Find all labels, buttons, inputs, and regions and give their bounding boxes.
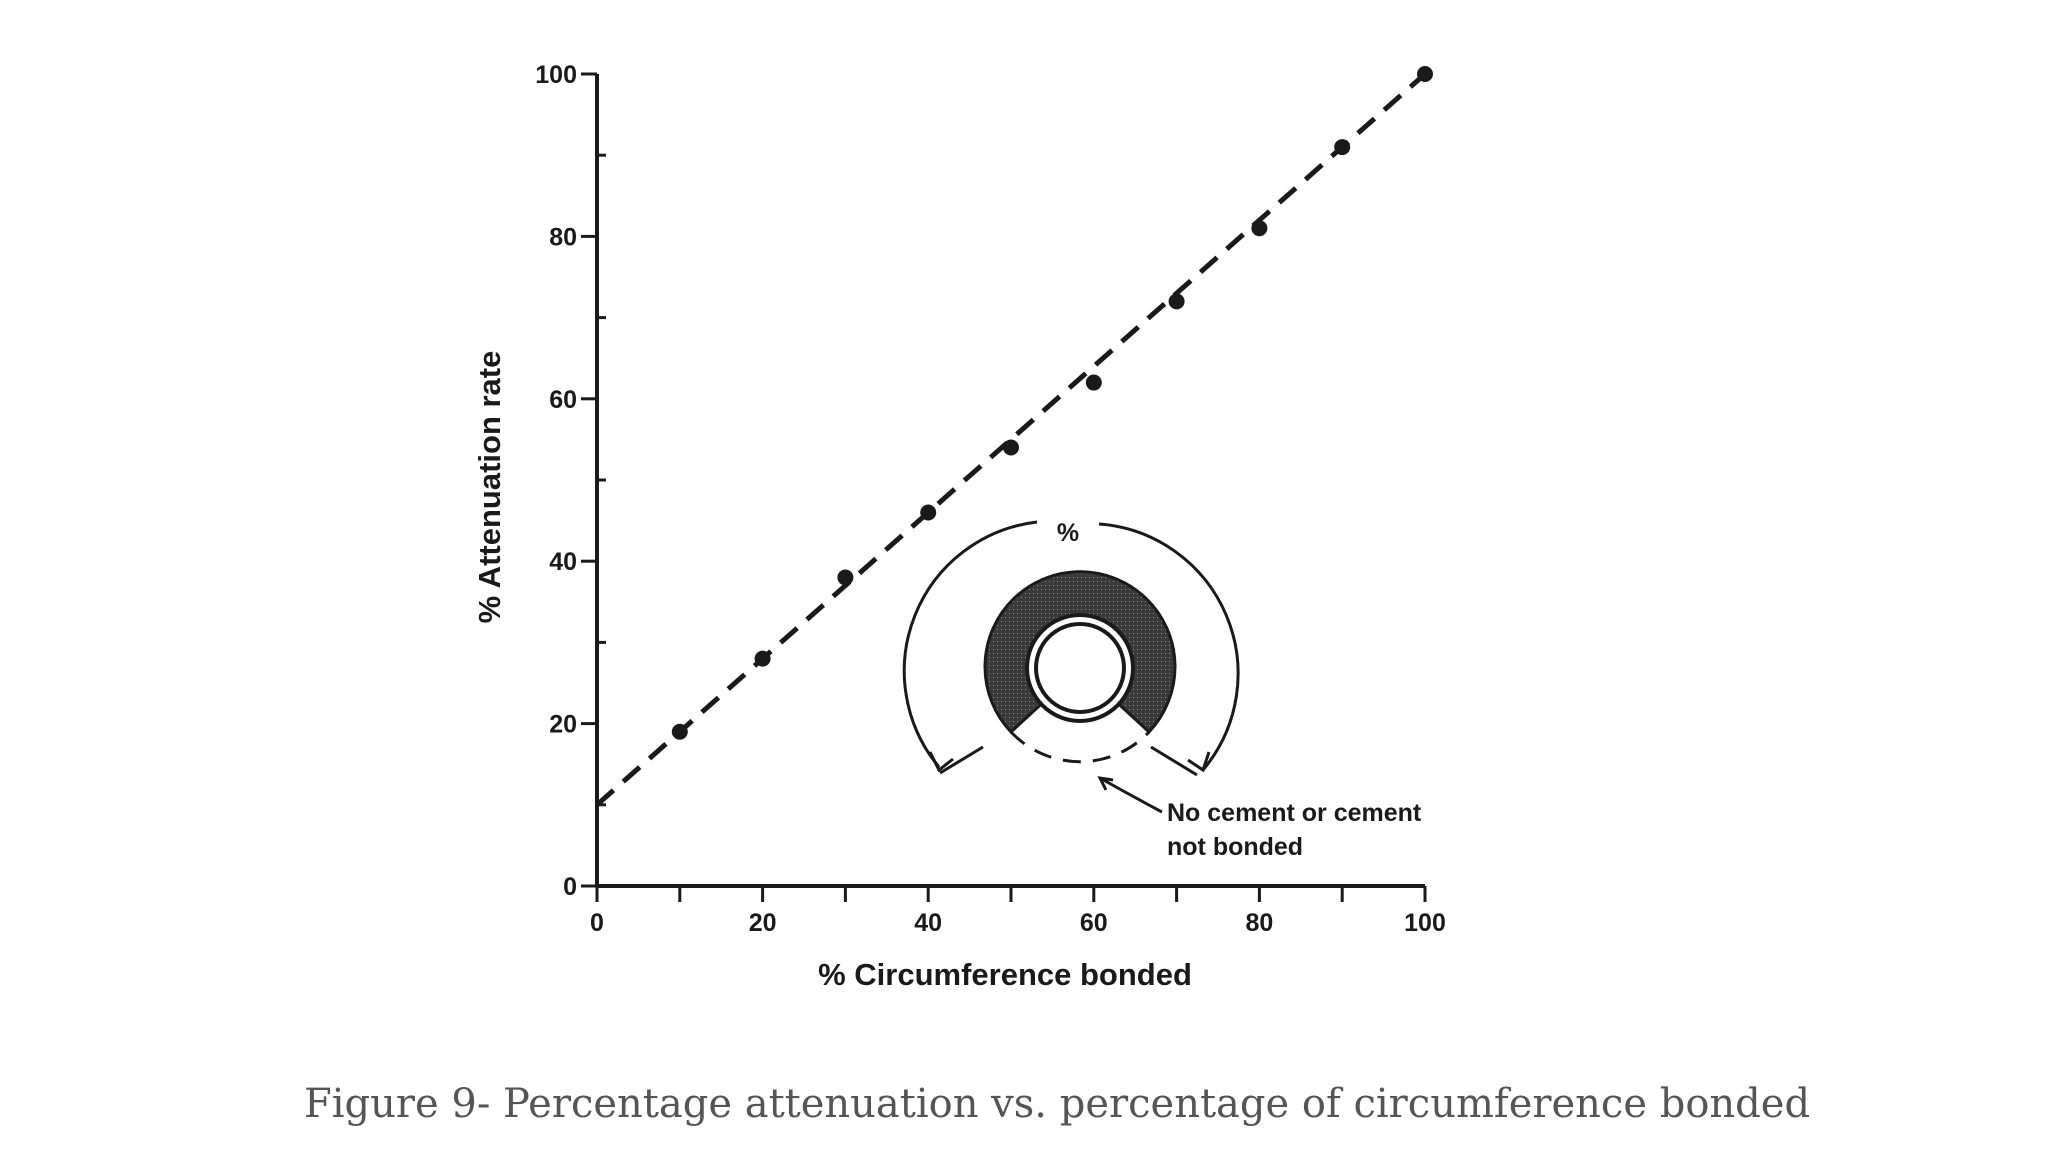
y-tick-label: 20 <box>549 711 577 739</box>
data-point <box>837 569 854 586</box>
y-tick-label: 60 <box>549 386 577 414</box>
left-arrow-head <box>928 751 954 773</box>
y-tick-label: 100 <box>535 61 577 89</box>
y-ticks <box>581 72 606 888</box>
no-cement-label-line2: not bonded <box>1167 833 1303 861</box>
right-measurement-arc <box>1098 522 1240 771</box>
casing-inner-ring <box>1034 622 1126 714</box>
y-axis-title: % Attenuation rate <box>472 351 507 624</box>
data-point <box>1334 139 1351 156</box>
leader-arrow-head <box>1097 776 1114 791</box>
figure-caption: Figure 9- Percentage attenuation vs. per… <box>304 1081 1810 1127</box>
data-point <box>920 504 937 521</box>
x-tick-labels: 0 20 40 60 80 100 <box>590 909 1446 937</box>
x-axis-title: % Circumference bonded <box>818 957 1192 992</box>
y-tick-label: 80 <box>549 223 577 251</box>
data-points <box>671 66 1433 740</box>
pipe-cross-section-inset: % No cement or cement not bonded <box>902 519 1422 861</box>
data-point <box>671 723 688 740</box>
x-tick-label: 100 <box>1404 909 1446 937</box>
leader-line <box>1099 776 1163 814</box>
left-tail-tick <box>939 745 984 775</box>
data-point <box>754 650 771 667</box>
x-tick-label: 20 <box>749 909 777 937</box>
right-arrow-head <box>1187 751 1211 773</box>
axes <box>595 74 1425 888</box>
x-ticks <box>595 886 1427 902</box>
data-point <box>1417 66 1433 82</box>
x-tick-label: 80 <box>1245 909 1273 937</box>
left-measurement-arc <box>902 520 1038 768</box>
y-tick-label: 0 <box>563 873 577 901</box>
no-cement-label-line1: No cement or cement <box>1167 799 1422 827</box>
percent-label: % <box>1057 519 1079 547</box>
right-tail-tick <box>1150 745 1198 777</box>
y-tick-labels: 0 20 40 60 80 100 <box>535 61 577 901</box>
data-point <box>1085 374 1102 391</box>
data-point <box>1251 220 1268 237</box>
trend-line <box>595 72 1427 807</box>
x-tick-label: 0 <box>590 909 604 937</box>
data-point <box>1003 439 1019 456</box>
x-tick-label: 60 <box>1080 909 1108 937</box>
y-tick-label: 40 <box>549 548 577 576</box>
data-point <box>1168 293 1185 310</box>
x-tick-label: 40 <box>914 909 942 937</box>
unbonded-gap-dashed-arc <box>1009 730 1151 764</box>
